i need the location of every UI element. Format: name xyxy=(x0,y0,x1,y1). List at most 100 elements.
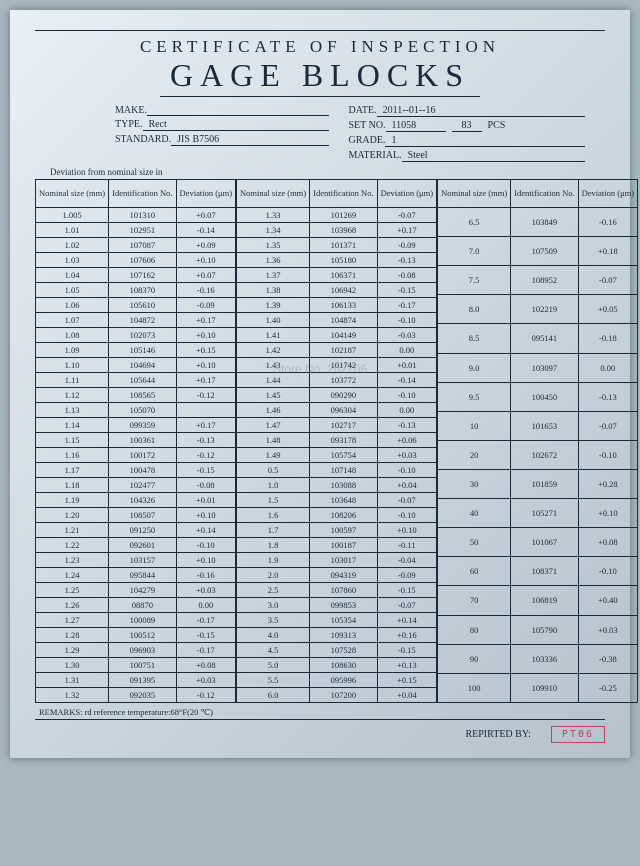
cell-dev: +0.01 xyxy=(377,358,436,373)
table-row: 1.01102951-0.14 xyxy=(36,223,236,238)
cell-dev: +0.08 xyxy=(578,528,637,557)
cell-ident: 107860 xyxy=(310,583,377,598)
cell-nominal: 10 xyxy=(438,411,511,440)
cell-ident: 108630 xyxy=(310,658,377,673)
cell-dev: -0.07 xyxy=(377,493,436,508)
cell-dev: -0.16 xyxy=(176,283,235,298)
cell-dev: +0.10 xyxy=(176,508,235,523)
table-row: 7.0107509+0.18 xyxy=(438,237,638,266)
cell-dev: 0.00 xyxy=(377,403,436,418)
cell-nominal: 1.17 xyxy=(36,463,109,478)
cell-ident: 091250 xyxy=(109,523,176,538)
cell-nominal: 60 xyxy=(438,557,511,586)
cell-ident: 094319 xyxy=(310,568,377,583)
cell-nominal: 1.40 xyxy=(237,313,310,328)
table-row: 1.28100512-0.15 xyxy=(36,628,236,643)
cell-ident: 095844 xyxy=(109,568,176,583)
table-row: 5.0108630+0.13 xyxy=(237,658,437,673)
cell-ident: 100597 xyxy=(310,523,377,538)
cell-dev: -0.07 xyxy=(377,598,436,613)
table-row: 1.39106133-0.17 xyxy=(237,298,437,313)
cell-ident: 105610 xyxy=(109,298,176,313)
table-row: 1.04107162+0.07 xyxy=(36,268,236,283)
cell-ident: 103088 xyxy=(310,478,377,493)
cell-nominal: 5.5 xyxy=(237,673,310,688)
cell-dev: -0.10 xyxy=(377,463,436,478)
cell-nominal: 5.0 xyxy=(237,658,310,673)
cell-ident: 103648 xyxy=(310,493,377,508)
table-row: 80105790+0.03 xyxy=(438,615,638,644)
cell-nominal: 1.04 xyxy=(36,268,109,283)
date-value: 2011--01--16 xyxy=(377,105,585,117)
meta-left: MAKE. TYPE.Rect STANDARD.JIS B7506 xyxy=(35,105,349,165)
cell-dev: -0.07 xyxy=(578,411,637,440)
cell-nominal: 7.5 xyxy=(438,266,511,295)
th-nominal: Nominal size (mm) xyxy=(438,180,511,208)
cell-dev: -0.15 xyxy=(377,643,436,658)
table-row: 1.005101310+0.07 xyxy=(36,208,236,223)
cell-nominal: 1.15 xyxy=(36,433,109,448)
cell-dev: -0.17 xyxy=(377,298,436,313)
cell-ident: 104872 xyxy=(109,313,176,328)
table-row: 1.21091250+0.14 xyxy=(36,523,236,538)
cell-dev: +0.17 xyxy=(176,373,235,388)
table-row: 1.36105180-0.13 xyxy=(237,253,437,268)
cell-nominal: 9.5 xyxy=(438,382,511,411)
cell-nominal: 7.0 xyxy=(438,237,511,266)
cell-ident: 103017 xyxy=(310,553,377,568)
cell-nominal: 1.005 xyxy=(36,208,109,223)
cell-nominal: 1.09 xyxy=(36,343,109,358)
cell-dev: +0.10 xyxy=(176,553,235,568)
table-row: 1.17100478-0.15 xyxy=(36,463,236,478)
cell-dev xyxy=(176,403,235,418)
cell-ident: 092035 xyxy=(109,688,176,703)
cell-dev: 0.00 xyxy=(377,343,436,358)
cell-ident: 103772 xyxy=(310,373,377,388)
cell-nominal: 1.36 xyxy=(237,253,310,268)
table-row: 1.6108206-0.10 xyxy=(237,508,437,523)
cell-nominal: 1.28 xyxy=(36,628,109,643)
th-ident: Identification No. xyxy=(310,180,377,208)
cell-nominal: 1.05 xyxy=(36,283,109,298)
cell-nominal: 40 xyxy=(438,499,511,528)
th-nominal: Nominal size (mm) xyxy=(36,180,109,208)
cell-ident: 100478 xyxy=(109,463,176,478)
cell-dev: -0.14 xyxy=(377,373,436,388)
cell-ident: 093178 xyxy=(310,433,377,448)
table-row: 1.05108370-0.16 xyxy=(36,283,236,298)
cell-ident: 096304 xyxy=(310,403,377,418)
cell-ident: 108206 xyxy=(310,508,377,523)
cell-ident: 109910 xyxy=(511,673,578,702)
cell-ident: 100512 xyxy=(109,628,176,643)
cell-ident: 102717 xyxy=(310,418,377,433)
cell-dev: -0.17 xyxy=(176,613,235,628)
cell-dev: +0.15 xyxy=(377,673,436,688)
title-certificate: CERTIFICATE OF INSPECTION xyxy=(35,37,605,57)
table-row: 1.5103648-0.07 xyxy=(237,493,437,508)
table-row: 40105271+0.10 xyxy=(438,499,638,528)
table-row: 20102672-0.10 xyxy=(438,440,638,469)
table-row: 6.5103849-0.16 xyxy=(438,208,638,237)
cell-dev: -0.12 xyxy=(176,688,235,703)
cell-dev: +0.07 xyxy=(176,268,235,283)
cell-dev: -0.13 xyxy=(377,418,436,433)
cell-nominal: 1.43 xyxy=(237,358,310,373)
cell-ident: 105146 xyxy=(109,343,176,358)
th-nominal: Nominal size (mm) xyxy=(237,180,310,208)
table-row: 1.22092601-0.10 xyxy=(36,538,236,553)
cell-dev: +0.40 xyxy=(578,586,637,615)
cell-dev: -0.09 xyxy=(377,238,436,253)
cell-ident: 102951 xyxy=(109,223,176,238)
cell-ident: 107087 xyxy=(109,238,176,253)
cell-dev: -0.13 xyxy=(578,382,637,411)
table-row: 1.27100089-0.17 xyxy=(36,613,236,628)
cell-ident: 101742 xyxy=(310,358,377,373)
cell-nominal: 1.29 xyxy=(36,643,109,658)
cell-nominal: 90 xyxy=(438,644,511,673)
setno-qty: 83 xyxy=(452,120,482,132)
cell-dev: -0.16 xyxy=(176,568,235,583)
cell-nominal: 1.14 xyxy=(36,418,109,433)
cell-ident: 090290 xyxy=(310,388,377,403)
cell-ident: 105180 xyxy=(310,253,377,268)
cell-dev: +0.08 xyxy=(176,658,235,673)
